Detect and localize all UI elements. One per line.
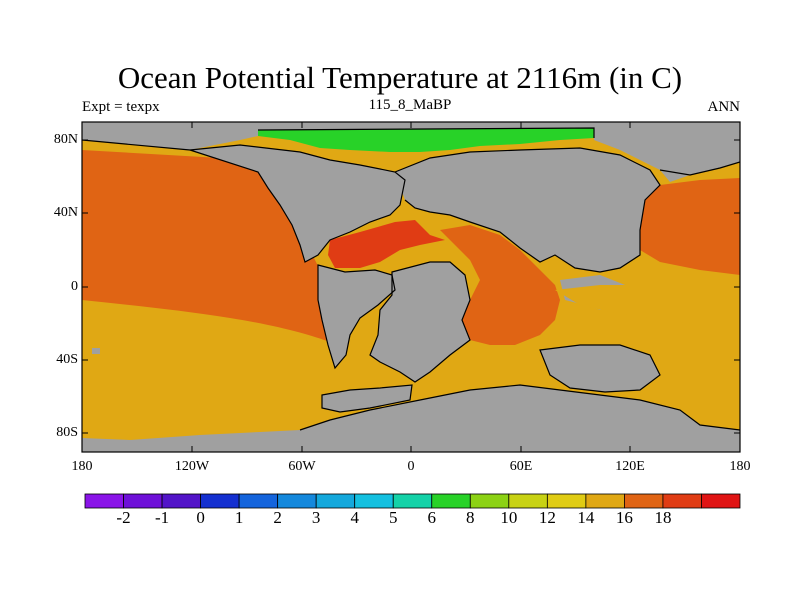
colorbar-box bbox=[624, 493, 664, 509]
experiment-label: Expt = texpx bbox=[82, 99, 160, 115]
colorbar-box bbox=[84, 493, 124, 509]
colorbar-label: 18 bbox=[654, 508, 672, 527]
colorbar-box bbox=[508, 493, 548, 509]
y-tick-label: 80S bbox=[56, 425, 78, 440]
colorbar-box bbox=[392, 493, 433, 509]
x-tick-marks bbox=[191, 122, 631, 452]
colorbar-label: -2 bbox=[116, 508, 131, 527]
colorbar-box bbox=[238, 493, 279, 509]
y-tick-marks bbox=[82, 139, 740, 434]
season-label: ANN bbox=[707, 99, 741, 115]
x-tick-label: 180 bbox=[71, 459, 93, 474]
pacific-warm-region bbox=[82, 150, 330, 342]
x-tick-label: 180 bbox=[729, 459, 751, 474]
colorbar-label: 14 bbox=[577, 508, 595, 527]
period-label: 115_8_MaBP bbox=[368, 97, 452, 113]
colorbar-label: 2 bbox=[273, 508, 282, 527]
colorbar-label: 8 bbox=[466, 508, 475, 527]
colorbar-label: 16 bbox=[615, 508, 633, 527]
colorbar-box bbox=[354, 493, 394, 509]
colorbar-label: 4 bbox=[350, 508, 359, 527]
colorbar-label: 12 bbox=[538, 508, 556, 527]
x-tick-label: 120E bbox=[615, 459, 645, 474]
x-tick-label: 60W bbox=[288, 459, 316, 474]
land-masses bbox=[82, 122, 740, 452]
north-pacific-warm bbox=[82, 150, 152, 196]
colorbar-label: 3 bbox=[311, 508, 321, 527]
arctic-cold-region bbox=[258, 128, 594, 152]
y-tick-label: 40S bbox=[56, 352, 78, 367]
colorbar-box bbox=[701, 493, 741, 509]
colorbar-label: -1 bbox=[154, 508, 170, 527]
colorbar-box bbox=[662, 493, 702, 509]
colorbar-box bbox=[431, 493, 471, 509]
indian-ocean-cool bbox=[555, 285, 740, 330]
colorbar-label: 1 bbox=[234, 508, 244, 527]
colorbar bbox=[84, 493, 741, 509]
tethys-hot-spot bbox=[328, 220, 445, 268]
colorbar-box bbox=[546, 493, 587, 509]
x-tick-label: 0 bbox=[407, 459, 415, 474]
x-tick-label: 60E bbox=[509, 459, 533, 474]
y-tick-label: 80N bbox=[53, 132, 78, 147]
colorbar-box bbox=[161, 493, 201, 509]
tethys-warm-region bbox=[440, 225, 560, 345]
colorbar-box bbox=[315, 493, 356, 509]
x-tick-label: 120W bbox=[174, 459, 210, 474]
colorbar-box bbox=[585, 493, 625, 509]
coastlines bbox=[82, 127, 740, 431]
y-tick-label: 40N bbox=[53, 205, 78, 220]
colorbar-label: 5 bbox=[388, 508, 398, 527]
map-title: Ocean Potential Temperature at 2116m (in… bbox=[117, 60, 683, 95]
colorbar-label: 6 bbox=[427, 508, 437, 527]
colorbar-box bbox=[123, 493, 163, 509]
colorbar-box bbox=[469, 493, 510, 509]
colorbar-label: 0 bbox=[196, 508, 205, 527]
y-tick-label: 0 bbox=[71, 279, 78, 294]
colorbar-label: 10 bbox=[500, 508, 518, 527]
map-plot-area bbox=[82, 122, 740, 452]
colorbar-box bbox=[200, 493, 240, 509]
colorbar-box bbox=[277, 493, 317, 509]
west-pacific-warm bbox=[640, 178, 740, 275]
